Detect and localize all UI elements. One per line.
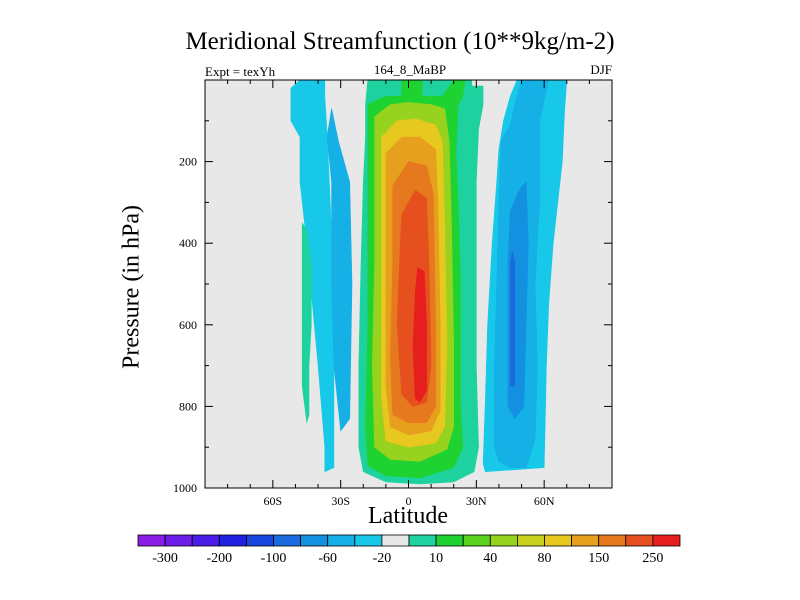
colorbar-swatch bbox=[137, 534, 166, 547]
x-tick-label: 60S bbox=[263, 494, 282, 508]
colorbar-swatch bbox=[408, 534, 437, 547]
colorbar-swatch bbox=[354, 534, 383, 547]
x-tick-label: 30N bbox=[466, 494, 487, 508]
colorbar-label: 40 bbox=[483, 551, 497, 566]
colorbar-label: 80 bbox=[538, 551, 552, 566]
colorbar-label: 250 bbox=[642, 551, 663, 566]
colorbar-swatch bbox=[598, 534, 627, 547]
contour-region bbox=[326, 108, 353, 432]
colorbar-swatch bbox=[218, 534, 247, 547]
plot-area bbox=[204, 79, 613, 489]
y-axis-label: Pressure (in hPa) bbox=[118, 205, 145, 369]
chart-title: Meridional Streamfunction (10**9kg/m-2) bbox=[185, 28, 615, 55]
y-tick-label: 400 bbox=[179, 236, 197, 250]
colorbar-label: -200 bbox=[206, 551, 232, 566]
x-tick-label: 60N bbox=[534, 494, 555, 508]
subtitle-right: DJF bbox=[590, 62, 612, 77]
colorbar: -300 -200 -100 -60 -20 10 40 80 150 250 bbox=[137, 534, 681, 566]
subtitle-left: Expt = texYh bbox=[205, 64, 276, 79]
y-tick-label: 1000 bbox=[173, 481, 197, 495]
colorbar-swatch bbox=[300, 534, 329, 547]
x-axis-label: Latitude bbox=[368, 503, 448, 529]
colorbar-swatch bbox=[327, 534, 356, 547]
colorbar-label: -100 bbox=[261, 551, 287, 566]
colorbar-swatch bbox=[625, 534, 654, 547]
x-tick-label: 0 bbox=[406, 494, 412, 508]
subtitle-center: 164_8_MaBP bbox=[373, 62, 447, 77]
y-tick-label: 200 bbox=[179, 155, 197, 169]
contour-region bbox=[412, 267, 427, 403]
contour-region bbox=[509, 251, 516, 387]
colorbar-swatch bbox=[164, 534, 193, 547]
colorbar-swatch bbox=[571, 534, 600, 547]
colorbar-swatch bbox=[435, 534, 464, 547]
colorbar-label: 150 bbox=[588, 551, 609, 566]
colorbar-label: 10 bbox=[429, 551, 443, 566]
y-tick-label: 600 bbox=[179, 318, 197, 332]
colorbar-label: -60 bbox=[318, 551, 337, 566]
colorbar-swatch bbox=[517, 534, 545, 547]
contour-layer bbox=[290, 79, 568, 485]
colorbar-swatch bbox=[489, 534, 518, 547]
contour-region bbox=[301, 222, 312, 424]
colorbar-swatch bbox=[191, 534, 220, 547]
y-axis: 200 400 600 800 1000 bbox=[173, 120, 612, 495]
colorbar-swatch bbox=[245, 534, 274, 547]
contour-region bbox=[290, 79, 335, 473]
x-tick-label: 30S bbox=[331, 494, 350, 508]
colorbar-label: -300 bbox=[152, 551, 178, 566]
colorbar-swatch bbox=[462, 534, 491, 547]
colorbar-swatch bbox=[652, 534, 681, 547]
y-tick-label: 800 bbox=[179, 399, 197, 413]
colorbar-label: -20 bbox=[373, 551, 392, 566]
colorbar-swatch bbox=[544, 534, 573, 547]
colorbar-swatch bbox=[381, 534, 410, 547]
x-axis: 60S 30S 0 30N 60N bbox=[227, 80, 590, 508]
colorbar-swatch bbox=[273, 534, 302, 547]
